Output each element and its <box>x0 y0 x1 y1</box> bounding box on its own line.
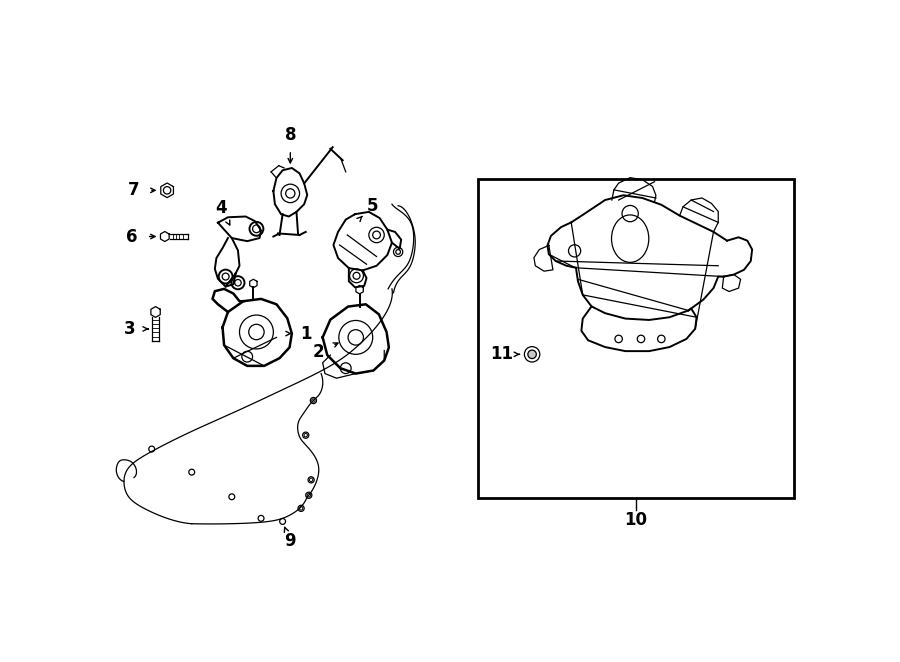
Text: 5: 5 <box>367 197 378 214</box>
Text: 10: 10 <box>625 511 647 529</box>
Text: 6: 6 <box>126 228 138 246</box>
Text: 7: 7 <box>128 181 140 199</box>
Text: 3: 3 <box>124 320 136 338</box>
Text: 1: 1 <box>300 324 311 342</box>
Text: 9: 9 <box>284 532 296 550</box>
Circle shape <box>528 350 536 359</box>
Text: 8: 8 <box>284 126 296 144</box>
Text: 4: 4 <box>215 199 227 217</box>
Text: 2: 2 <box>313 343 325 361</box>
Bar <box>478 179 794 498</box>
Text: 11: 11 <box>490 346 513 363</box>
